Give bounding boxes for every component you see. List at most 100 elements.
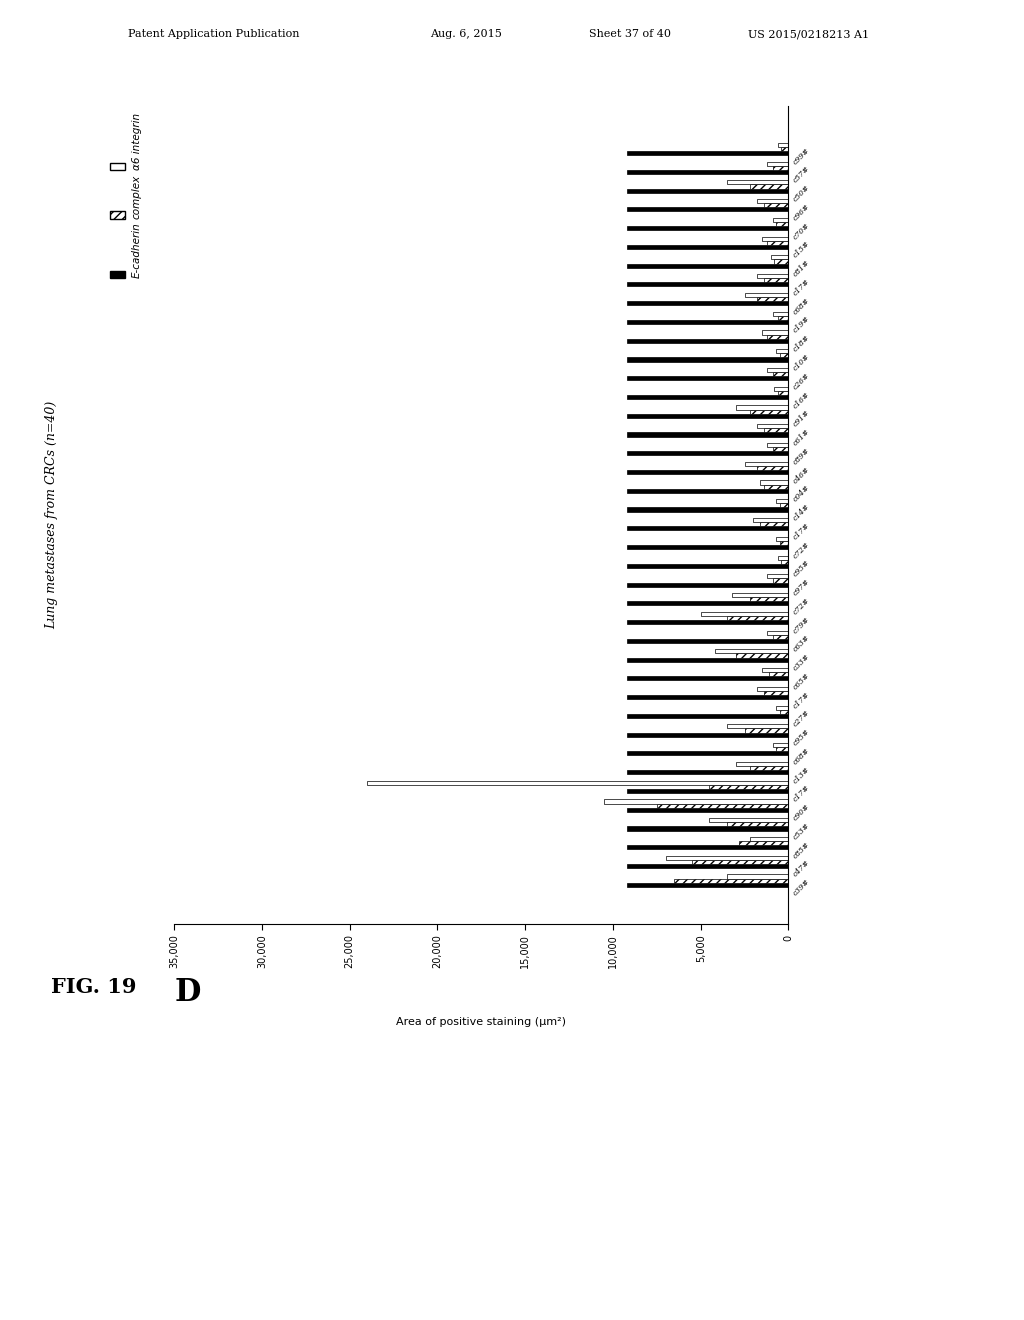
Bar — [778, 556, 788, 560]
Bar — [779, 710, 788, 714]
Bar — [774, 387, 788, 391]
Bar — [776, 537, 788, 541]
Bar — [750, 409, 788, 413]
Bar — [757, 466, 788, 470]
Bar — [627, 358, 788, 362]
Bar — [627, 470, 788, 474]
Bar — [627, 527, 788, 531]
Bar — [779, 354, 788, 358]
Bar — [750, 766, 788, 770]
Bar — [744, 729, 788, 733]
Bar — [750, 597, 788, 602]
Bar — [776, 747, 788, 751]
Bar — [762, 236, 788, 240]
Text: FIG. 19: FIG. 19 — [51, 977, 144, 997]
Bar — [757, 686, 788, 690]
Legend: α6 integrin, complex, E-cadherin: α6 integrin, complex, E-cadherin — [105, 111, 145, 285]
Bar — [627, 639, 788, 643]
Bar — [773, 218, 788, 222]
Bar — [773, 635, 788, 639]
Bar — [627, 395, 788, 399]
Bar — [627, 883, 788, 887]
Bar — [750, 185, 788, 189]
Bar — [627, 150, 788, 156]
Bar — [627, 770, 788, 775]
Bar — [627, 789, 788, 793]
Text: Aug. 6, 2015: Aug. 6, 2015 — [430, 29, 502, 40]
Bar — [627, 826, 788, 830]
Bar — [727, 725, 788, 729]
Text: Sheet 37 of 40: Sheet 37 of 40 — [589, 29, 671, 40]
Bar — [627, 488, 788, 492]
Bar — [754, 517, 788, 523]
Bar — [627, 244, 788, 249]
Bar — [675, 879, 788, 883]
Bar — [776, 706, 788, 710]
Bar — [627, 620, 788, 624]
Bar — [727, 616, 788, 620]
Bar — [774, 260, 788, 264]
Bar — [627, 207, 788, 211]
Bar — [757, 424, 788, 428]
Bar — [779, 503, 788, 507]
Bar — [736, 762, 788, 766]
Bar — [627, 282, 788, 286]
Bar — [762, 330, 788, 334]
Bar — [773, 372, 788, 376]
Bar — [627, 751, 788, 755]
Bar — [776, 222, 788, 226]
Bar — [627, 808, 788, 812]
Bar — [627, 189, 788, 193]
Bar — [627, 507, 788, 512]
Bar — [764, 690, 788, 696]
Bar — [727, 874, 788, 879]
Bar — [779, 541, 788, 545]
Bar — [750, 837, 788, 841]
Bar — [627, 863, 788, 869]
Bar — [604, 800, 788, 804]
Bar — [700, 611, 788, 616]
Bar — [764, 484, 788, 488]
Bar — [773, 743, 788, 747]
Text: US 2015/0218213 A1: US 2015/0218213 A1 — [748, 29, 868, 40]
Bar — [761, 480, 788, 484]
Bar — [764, 428, 788, 433]
Bar — [757, 275, 788, 279]
Bar — [767, 161, 788, 166]
Bar — [692, 859, 788, 863]
Bar — [767, 631, 788, 635]
Bar — [656, 804, 788, 808]
Bar — [715, 649, 788, 653]
Bar — [776, 499, 788, 503]
Bar — [627, 170, 788, 174]
Bar — [767, 334, 788, 339]
Bar — [769, 672, 788, 676]
Bar — [744, 462, 788, 466]
Bar — [666, 855, 788, 859]
Bar — [627, 433, 788, 437]
Bar — [773, 447, 788, 451]
Bar — [736, 405, 788, 409]
Bar — [767, 444, 788, 447]
Bar — [764, 203, 788, 207]
Text: D: D — [174, 977, 201, 1007]
Bar — [627, 376, 788, 380]
Bar — [627, 602, 788, 606]
Bar — [710, 818, 788, 822]
Bar — [627, 226, 788, 230]
Bar — [773, 166, 788, 170]
Bar — [627, 451, 788, 455]
Bar — [778, 143, 788, 147]
Bar — [627, 264, 788, 268]
X-axis label: Area of positive staining (μm²): Area of positive staining (μm²) — [396, 1016, 566, 1027]
Bar — [762, 668, 788, 672]
Bar — [627, 564, 788, 568]
Text: Lung metastases from CRCs (n=40): Lung metastases from CRCs (n=40) — [45, 401, 57, 628]
Bar — [627, 582, 788, 586]
Bar — [627, 301, 788, 305]
Bar — [757, 297, 788, 301]
Bar — [744, 293, 788, 297]
Bar — [732, 593, 788, 597]
Bar — [736, 653, 788, 657]
Bar — [627, 845, 788, 849]
